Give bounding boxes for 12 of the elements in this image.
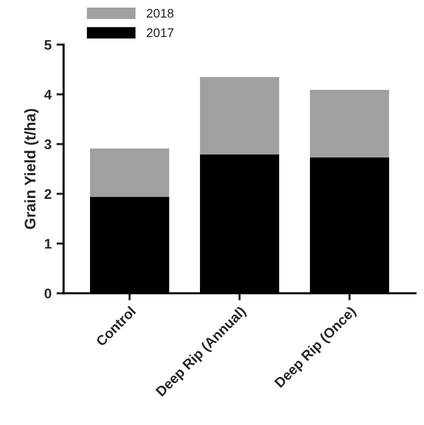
- y-tick-label: 0: [44, 288, 52, 298]
- legend-label: 2018: [146, 8, 174, 18]
- y-axis-title: Grain Yield (t/ha): [24, 108, 39, 230]
- y-tick-label: 1: [44, 239, 52, 249]
- y-tick-label: 2: [44, 189, 52, 199]
- y-tick-label: 3: [44, 139, 52, 150]
- legend-label: 2017: [146, 28, 174, 38]
- y-tick-label: 4: [44, 90, 52, 100]
- y-tick-label: 5: [44, 40, 52, 50]
- bar: [200, 76, 280, 155]
- bar: [90, 148, 170, 197]
- bar: [310, 90, 390, 158]
